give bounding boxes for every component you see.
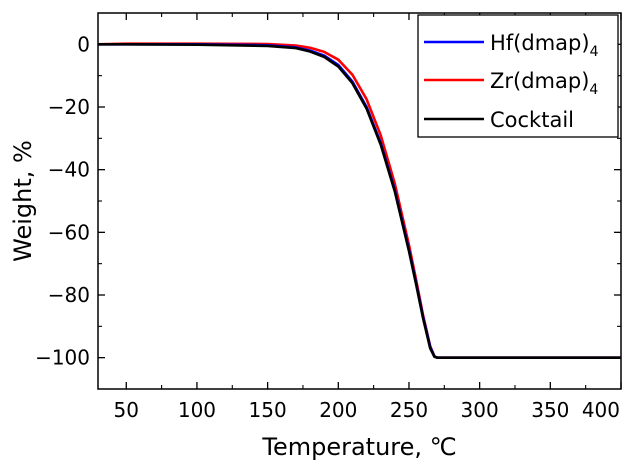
- x-tick-label: 350: [531, 398, 569, 422]
- y-tick-label: −20: [48, 95, 90, 119]
- y-tick-label: −100: [35, 346, 90, 370]
- x-tick-label: 200: [319, 398, 357, 422]
- y-tick-label: 0: [77, 32, 90, 56]
- x-tick-labels: 50 100 150 200 250 300 350 400: [114, 398, 620, 422]
- y-axis-title: Weight, %: [9, 140, 37, 262]
- y-tick-label: −80: [48, 283, 90, 307]
- y-tick-label: −60: [48, 220, 90, 244]
- x-tick-label: 100: [178, 398, 216, 422]
- legend-box: [417, 14, 619, 138]
- x-tick-label: 150: [249, 398, 287, 422]
- x-axis-title: Temperature, ℃: [261, 433, 456, 461]
- x-tick-label: 50: [114, 398, 139, 422]
- plot-frame: [97, 12, 622, 390]
- x-tick-label: 400: [582, 398, 620, 422]
- y-tick-labels: 0 −20 −40 −60 −80 −100: [35, 32, 90, 369]
- ticks-layer: [98, 13, 622, 389]
- y-tick-label: −40: [48, 158, 90, 182]
- series-line-2: [98, 43, 621, 359]
- series-layer: [97, 42, 621, 359]
- x-tick-label: 250: [390, 398, 428, 422]
- legend-label: Cocktail: [490, 108, 574, 132]
- x-tick-label: 300: [461, 398, 499, 422]
